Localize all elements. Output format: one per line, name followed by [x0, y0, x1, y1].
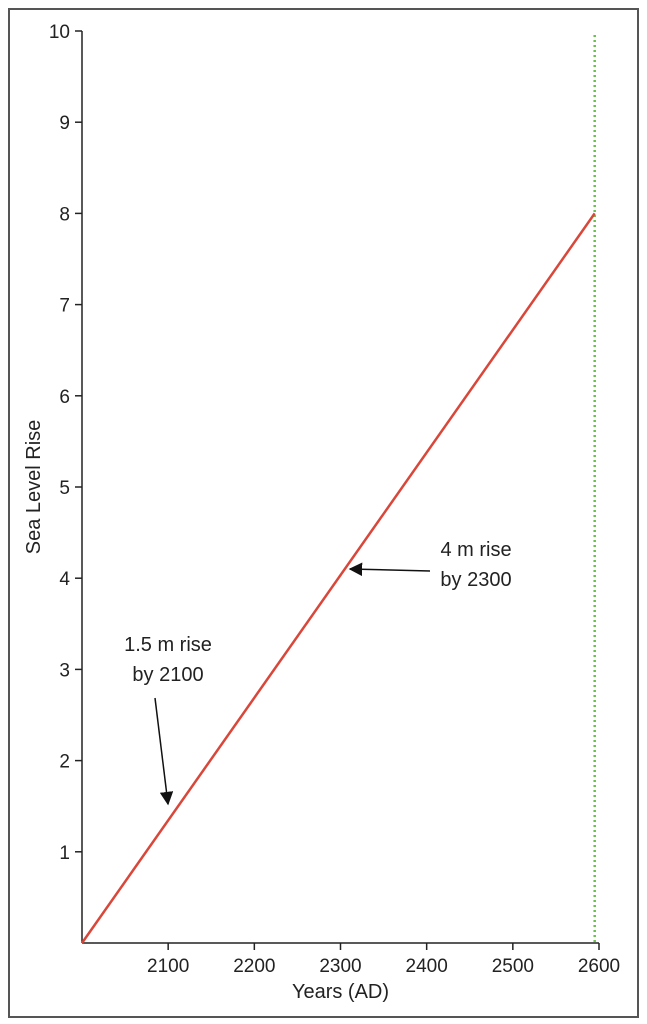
annotation-arrow	[154, 697, 174, 806]
y-axis-title: Sea Level Rise	[23, 420, 45, 555]
axes	[81, 31, 599, 944]
x-tick-label: 2200	[233, 956, 275, 977]
y-tick-label: 3	[59, 660, 70, 681]
annotation-text: 4 m rise	[440, 539, 511, 561]
x-axis-title: Years (AD)	[292, 981, 389, 1003]
y-tick-label: 5	[59, 478, 70, 499]
y-tick-label: 10	[49, 22, 70, 43]
chart-frame	[8, 8, 639, 1018]
y-tick-label: 7	[59, 296, 70, 317]
y-tick-label: 2	[59, 752, 70, 773]
x-tick-label: 2300	[319, 956, 361, 977]
y-tick-label: 6	[59, 387, 70, 408]
annotation-arrow	[348, 562, 431, 577]
annotation-text: 1.5 m rise	[124, 634, 212, 656]
annotation-text: by 2300	[440, 569, 511, 591]
series-group	[80, 212, 596, 944]
y-tick-label: 9	[59, 113, 70, 134]
x-tick-label: 2500	[492, 956, 534, 977]
y-axis-ticks: 1 2 3 4 5 6 7 8 9 10	[49, 22, 82, 864]
y-tick-label: 8	[59, 204, 70, 225]
x-tick-label: 2100	[147, 956, 189, 977]
x-tick-label: 2600	[578, 956, 620, 977]
annotations-group: 1.5 m rise by 2100 4 m rise by 2300	[124, 539, 512, 806]
annotation-text: by 2100	[132, 664, 203, 686]
x-tick-label: 2400	[406, 956, 448, 977]
y-tick-label: 4	[59, 569, 70, 590]
x-axis-ticks: 2100 2200 2300 2400 2500 2600	[147, 943, 620, 977]
y-tick-label: 1	[59, 843, 70, 864]
series-line	[80, 212, 596, 944]
